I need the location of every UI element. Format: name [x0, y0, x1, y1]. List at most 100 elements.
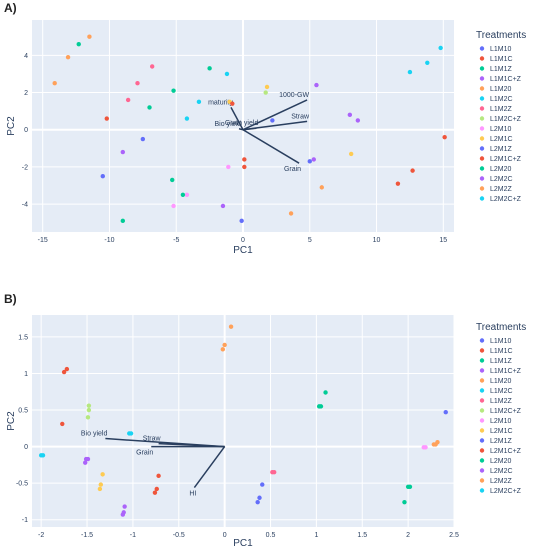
- y-tick-label: 1.5: [18, 334, 28, 341]
- data-point: [442, 134, 447, 140]
- data-point: [147, 105, 152, 110]
- data-point: [52, 81, 57, 86]
- data-point: [323, 390, 328, 395]
- x-axis-title: PC1: [233, 538, 253, 549]
- legend-marker: [479, 378, 485, 383]
- legend-marker: [479, 488, 485, 493]
- data-point: [410, 168, 415, 173]
- legend-marker: [479, 186, 485, 191]
- legend-item-label: L1M20: [490, 86, 512, 93]
- loading-label: HI: [189, 491, 196, 498]
- legend-marker: [479, 176, 485, 181]
- data-point: [348, 151, 354, 157]
- legend-item-label: L1M2Z: [490, 106, 513, 113]
- data-point: [171, 203, 176, 209]
- x-tick-label: 0: [241, 237, 245, 244]
- data-point: [64, 366, 70, 372]
- y-tick-label: 0.5: [18, 408, 28, 415]
- legend-marker: [479, 66, 485, 71]
- data-point: [347, 112, 353, 118]
- data-point: [85, 415, 91, 420]
- legend-item-label: L1M1C: [490, 56, 513, 63]
- legend-marker: [479, 126, 485, 131]
- legend-marker: [479, 116, 485, 121]
- x-tick-label: 2.5: [449, 532, 459, 539]
- y-tick-label: 0: [24, 444, 28, 451]
- x-tick-label: 0.5: [266, 532, 276, 539]
- legend-title: Treatments: [476, 30, 526, 41]
- y-tick-label: -4: [22, 202, 28, 209]
- legend-marker: [479, 348, 485, 353]
- loading-label: Bio yield: [215, 121, 242, 128]
- data-point: [270, 118, 275, 123]
- plot-background: [32, 315, 454, 527]
- data-point: [135, 81, 140, 86]
- data-point: [83, 460, 88, 465]
- legend-item-label: L1M20: [490, 378, 512, 385]
- loading-label: Straw: [143, 436, 162, 443]
- legend-item-label: L2M2Z: [490, 186, 513, 193]
- data-point: [120, 218, 126, 224]
- legend-item-label: L2M1C+Z: [490, 448, 522, 455]
- data-point: [242, 164, 247, 170]
- x-axis-title: PC1: [233, 245, 253, 256]
- x-tick-label: -1.5: [81, 532, 93, 539]
- x-tick-label: 15: [439, 237, 447, 244]
- data-point: [120, 512, 126, 517]
- legend-marker: [479, 418, 485, 423]
- legend-marker: [479, 156, 485, 161]
- data-point: [207, 66, 212, 71]
- data-point: [224, 71, 230, 77]
- legend-marker: [479, 448, 485, 453]
- y-tick-label: -1: [22, 517, 28, 524]
- legend-item-label: L1M2C+Z: [490, 116, 522, 123]
- legend-marker: [479, 76, 485, 81]
- legend-marker: [479, 428, 485, 433]
- x-tick-label: -2: [38, 532, 44, 539]
- legend-item-label: L1M1Z: [490, 66, 513, 73]
- legend-item-label: L2M20: [490, 458, 512, 465]
- legend-item-label: L2M1C: [490, 428, 513, 435]
- y-tick-label: 4: [24, 53, 28, 60]
- y-tick-label: 2: [24, 90, 28, 97]
- legend-marker: [479, 398, 485, 403]
- data-point: [180, 192, 186, 198]
- data-point: [435, 440, 440, 445]
- x-tick-label: 2: [406, 532, 410, 539]
- x-tick-label: -5: [173, 237, 179, 244]
- legend-item-label: L1M10: [490, 46, 512, 53]
- legend-marker: [479, 468, 485, 473]
- legend-marker: [479, 136, 485, 141]
- data-point: [152, 490, 158, 495]
- data-point: [171, 88, 176, 93]
- data-point: [220, 203, 226, 209]
- legend-item-label: L1M1C+Z: [490, 76, 522, 83]
- data-point: [154, 486, 159, 492]
- loading-vector: [230, 107, 244, 131]
- data-point: [65, 54, 71, 60]
- data-point: [86, 403, 92, 408]
- data-point: [184, 192, 190, 198]
- legend-marker: [479, 146, 485, 151]
- data-point: [120, 149, 126, 155]
- data-point: [239, 218, 244, 224]
- data-point: [407, 69, 413, 75]
- data-point: [60, 421, 65, 427]
- data-point: [318, 404, 324, 409]
- x-tick-label: 10: [373, 237, 381, 244]
- loading-vector: [242, 99, 308, 131]
- data-point: [226, 164, 231, 170]
- panel-label: A): [4, 1, 17, 15]
- data-point: [307, 159, 312, 164]
- data-point: [40, 453, 46, 458]
- data-point: [407, 484, 413, 489]
- data-point: [319, 185, 324, 190]
- data-point: [86, 407, 92, 413]
- loading-vector: [242, 129, 300, 164]
- y-tick-label: 0: [24, 127, 28, 134]
- data-point: [255, 499, 260, 505]
- data-point: [149, 64, 155, 69]
- data-point: [184, 116, 190, 121]
- legend-marker: [479, 438, 485, 443]
